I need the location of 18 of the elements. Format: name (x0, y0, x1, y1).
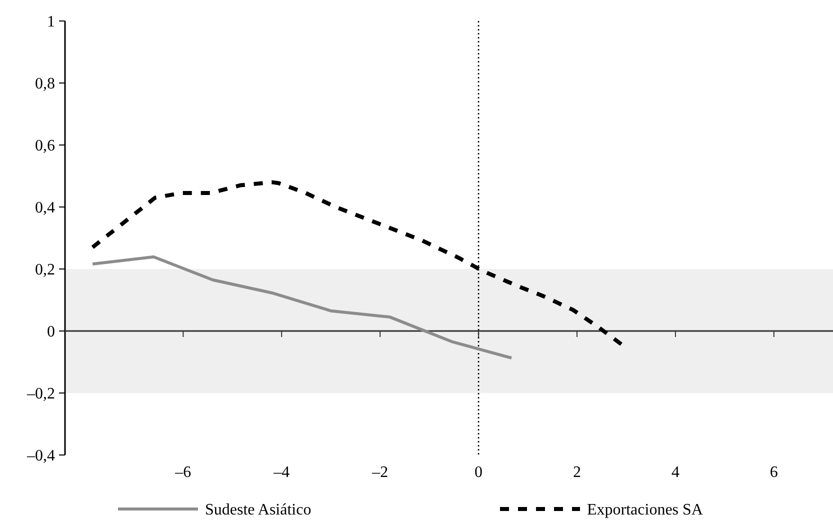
x-tick-label: –2 (371, 464, 388, 481)
y-tick-label: –0,2 (26, 386, 55, 403)
line-series (91, 255, 514, 360)
legend-label: Exportaciones SA (587, 502, 704, 519)
y-tick-label: 0,6 (35, 138, 55, 155)
x-tick-label: 2 (573, 464, 581, 481)
legend-label: Sudeste Asiático (205, 502, 312, 519)
y-tick-label: 1 (47, 14, 55, 31)
x-tick-label: 6 (770, 464, 778, 481)
y-tick-label: 0,8 (35, 76, 55, 93)
x-tick-label: –6 (174, 464, 192, 481)
x-tick-label: 0 (474, 464, 483, 481)
y-tick-label: 0 (47, 324, 55, 341)
x-tick-label: –4 (272, 464, 290, 481)
y-tick-label: 0,2 (35, 262, 55, 279)
x-tick-label: 4 (671, 464, 680, 481)
y-tick-label: 0,4 (35, 200, 55, 217)
y-tick-label: –0,4 (26, 448, 55, 465)
